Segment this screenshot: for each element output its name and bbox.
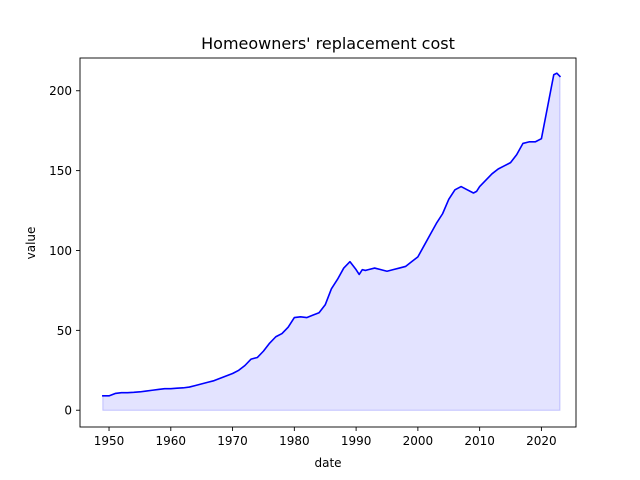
- x-axis-label: date: [314, 456, 341, 470]
- x-tick-label: 1980: [279, 434, 310, 448]
- axes-frame: [79, 57, 577, 428]
- x-tick-label: 2020: [526, 434, 557, 448]
- x-tick-label: 1970: [217, 434, 248, 448]
- series-line: [102, 72, 562, 397]
- y-tick-label: 200: [49, 84, 72, 98]
- axes: 1950 1960 1970 1980 1990 2000 2010 2020 0 50 100 15…: [49, 57, 577, 448]
- y-axis-label: value: [24, 227, 38, 260]
- x-tick-label: 2010: [464, 434, 495, 448]
- chart-title: Homeowners' replacement cost: [201, 34, 455, 53]
- x-tick-label: 1960: [156, 434, 187, 448]
- x-tick-label: 1950: [94, 434, 125, 448]
- y-tick-label: 0: [64, 404, 72, 418]
- y-tick-label: 150: [49, 164, 72, 178]
- y-tick-label: 50: [57, 324, 72, 338]
- plot-area: [102, 72, 562, 411]
- x-tick-label: 2000: [403, 434, 434, 448]
- x-tick-label: 1990: [341, 434, 372, 448]
- y-tick-label: 100: [49, 244, 72, 258]
